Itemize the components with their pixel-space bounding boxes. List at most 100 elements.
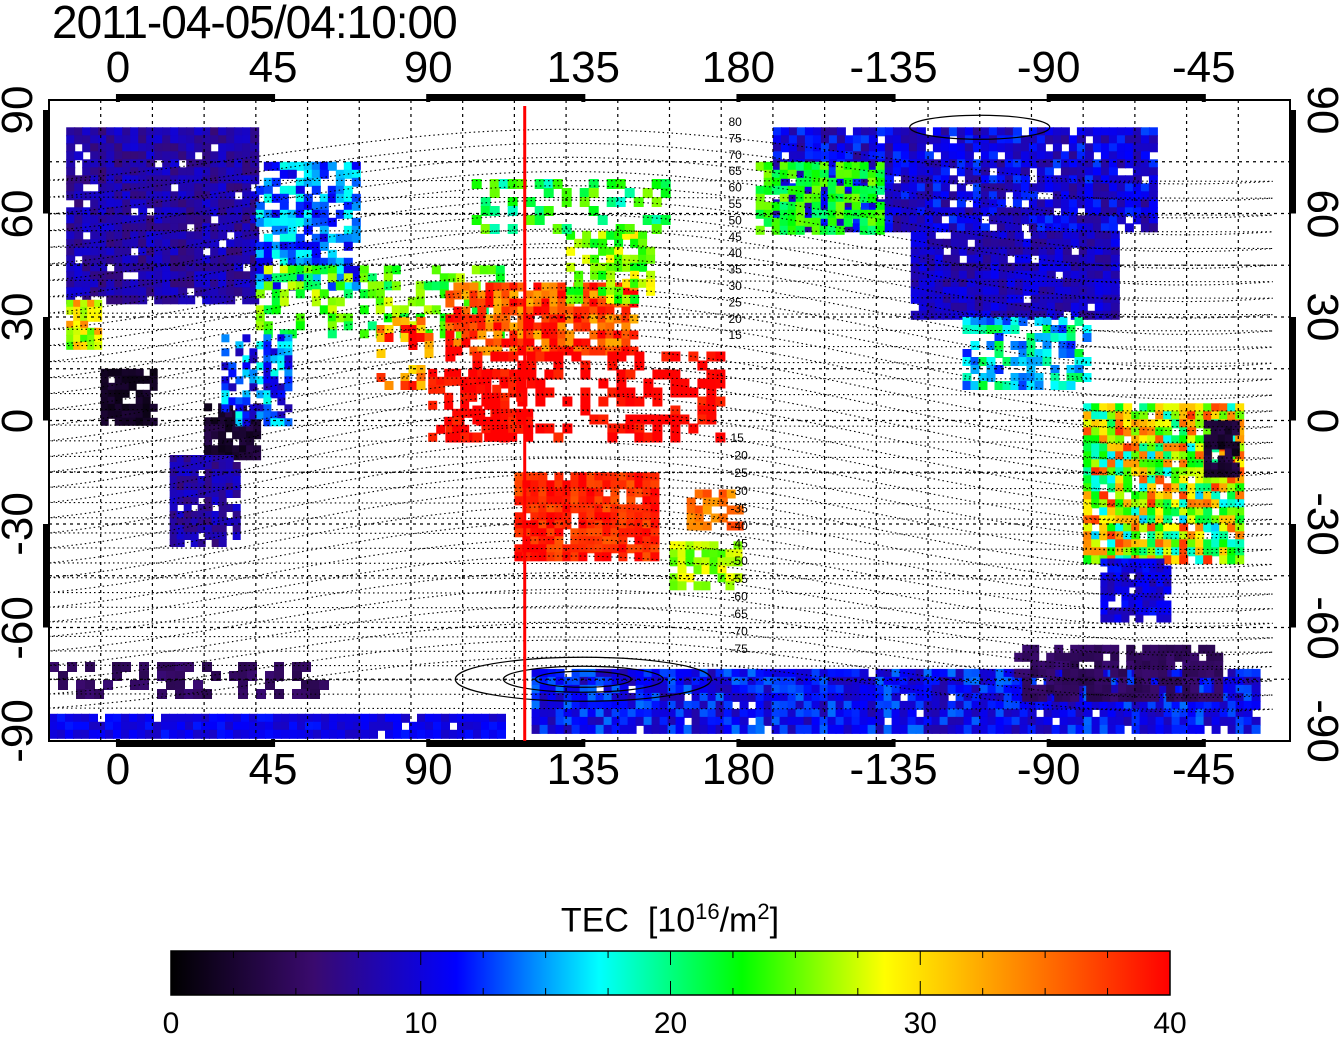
tec-cell [971, 700, 981, 710]
tec-cell [707, 708, 717, 718]
tec-cell [586, 528, 596, 538]
tec-cell [105, 713, 114, 723]
tec-cell [100, 410, 109, 419]
tec-cell [683, 676, 693, 686]
tec-cell [1068, 151, 1078, 161]
dip-contour [49, 506, 1273, 584]
tec-cell [715, 351, 726, 362]
tec-cell [1051, 724, 1061, 734]
tec-cell [884, 143, 894, 153]
tec-cell [779, 692, 789, 702]
tec-cell [1092, 223, 1102, 233]
tec-cell [926, 270, 936, 280]
tec-cell [693, 541, 703, 551]
tec-cell [531, 724, 541, 734]
tec-cell [1046, 270, 1056, 280]
tec-cell [1084, 191, 1094, 201]
tec-cell [1134, 668, 1144, 678]
tec-cell [401, 729, 410, 739]
tec-cell [956, 143, 966, 153]
tec-cell [667, 668, 677, 678]
tec-cell [232, 469, 241, 477]
tec-cell [594, 520, 604, 530]
dip-pole-contour [502, 665, 664, 693]
tec-cell [90, 255, 100, 265]
tec-cell [178, 295, 188, 305]
tec-cell [1139, 419, 1149, 429]
tec-cell [343, 233, 353, 243]
tec-cell [190, 525, 199, 533]
tec-cell [987, 700, 997, 710]
tec-cell [162, 231, 172, 241]
tec-cell [579, 716, 589, 726]
tec-cell [194, 127, 204, 137]
tec-cell [1171, 507, 1181, 517]
tec-cell [688, 387, 699, 398]
tec-cell [263, 281, 273, 291]
tec-cell [1012, 159, 1022, 169]
tec-cell [530, 504, 540, 514]
dip-contour [49, 272, 1273, 352]
tec-cell [295, 313, 305, 323]
tec-cell [197, 476, 206, 484]
tec-cell [1003, 708, 1013, 718]
tec-cell [626, 488, 636, 498]
tec-cell [128, 382, 137, 391]
tec-cell [1018, 317, 1028, 326]
tec-cell [990, 270, 1000, 280]
tec-cell [979, 676, 989, 686]
tec-cell [843, 217, 853, 227]
tec-cell [327, 305, 337, 315]
tec-cell [1182, 652, 1192, 662]
tec-cell [1158, 644, 1168, 654]
tec-cell [787, 209, 797, 219]
colorbar-units-exp2: 2 [757, 899, 770, 924]
tec-cell [795, 708, 805, 718]
tec-cell [763, 201, 773, 211]
tec-cell [1036, 135, 1046, 145]
tec-cell [1091, 419, 1101, 429]
tec-cell [1030, 230, 1040, 240]
tec-cell [1107, 614, 1116, 623]
tec-cell [974, 310, 984, 320]
tec-cell [471, 265, 481, 275]
tec-cell [956, 159, 966, 169]
tec-cell [795, 692, 805, 702]
dip-contour [49, 142, 1273, 202]
tec-cell [271, 249, 281, 259]
tec-cell [1227, 724, 1237, 734]
tec-cell [563, 708, 573, 718]
tec-cell [232, 525, 241, 533]
tec-cell [590, 238, 600, 248]
tec-cell [1108, 127, 1118, 137]
tec-cell [1046, 286, 1056, 296]
tec-cell [263, 355, 272, 364]
tec-cell [554, 472, 564, 482]
tec-cell [218, 295, 228, 305]
tec-cell [1060, 223, 1070, 233]
tec-cell [1142, 676, 1152, 686]
tec-cell [918, 254, 928, 264]
tec-cell [226, 255, 236, 265]
tec-cell [114, 223, 124, 233]
tec-cell [416, 381, 426, 390]
tec-cell [563, 724, 573, 734]
tec-cell [675, 668, 685, 678]
tec-cell [433, 729, 442, 739]
tec-cell [105, 729, 114, 739]
tec-cell [263, 321, 273, 331]
tec-cell [162, 263, 172, 273]
tec-cell [100, 403, 109, 412]
tec-cell [1214, 668, 1224, 678]
tec-cell [626, 520, 636, 530]
tec-cell [1163, 451, 1173, 461]
tec-cell [351, 193, 361, 203]
tec-cell [679, 378, 690, 389]
tec-cell [616, 369, 627, 380]
tec-cell [461, 290, 471, 300]
tec-cell [1083, 491, 1093, 501]
tec-cell [539, 692, 549, 702]
tec-cell [439, 289, 449, 299]
tec-cell [1121, 558, 1130, 567]
tec-cell [1066, 365, 1076, 374]
